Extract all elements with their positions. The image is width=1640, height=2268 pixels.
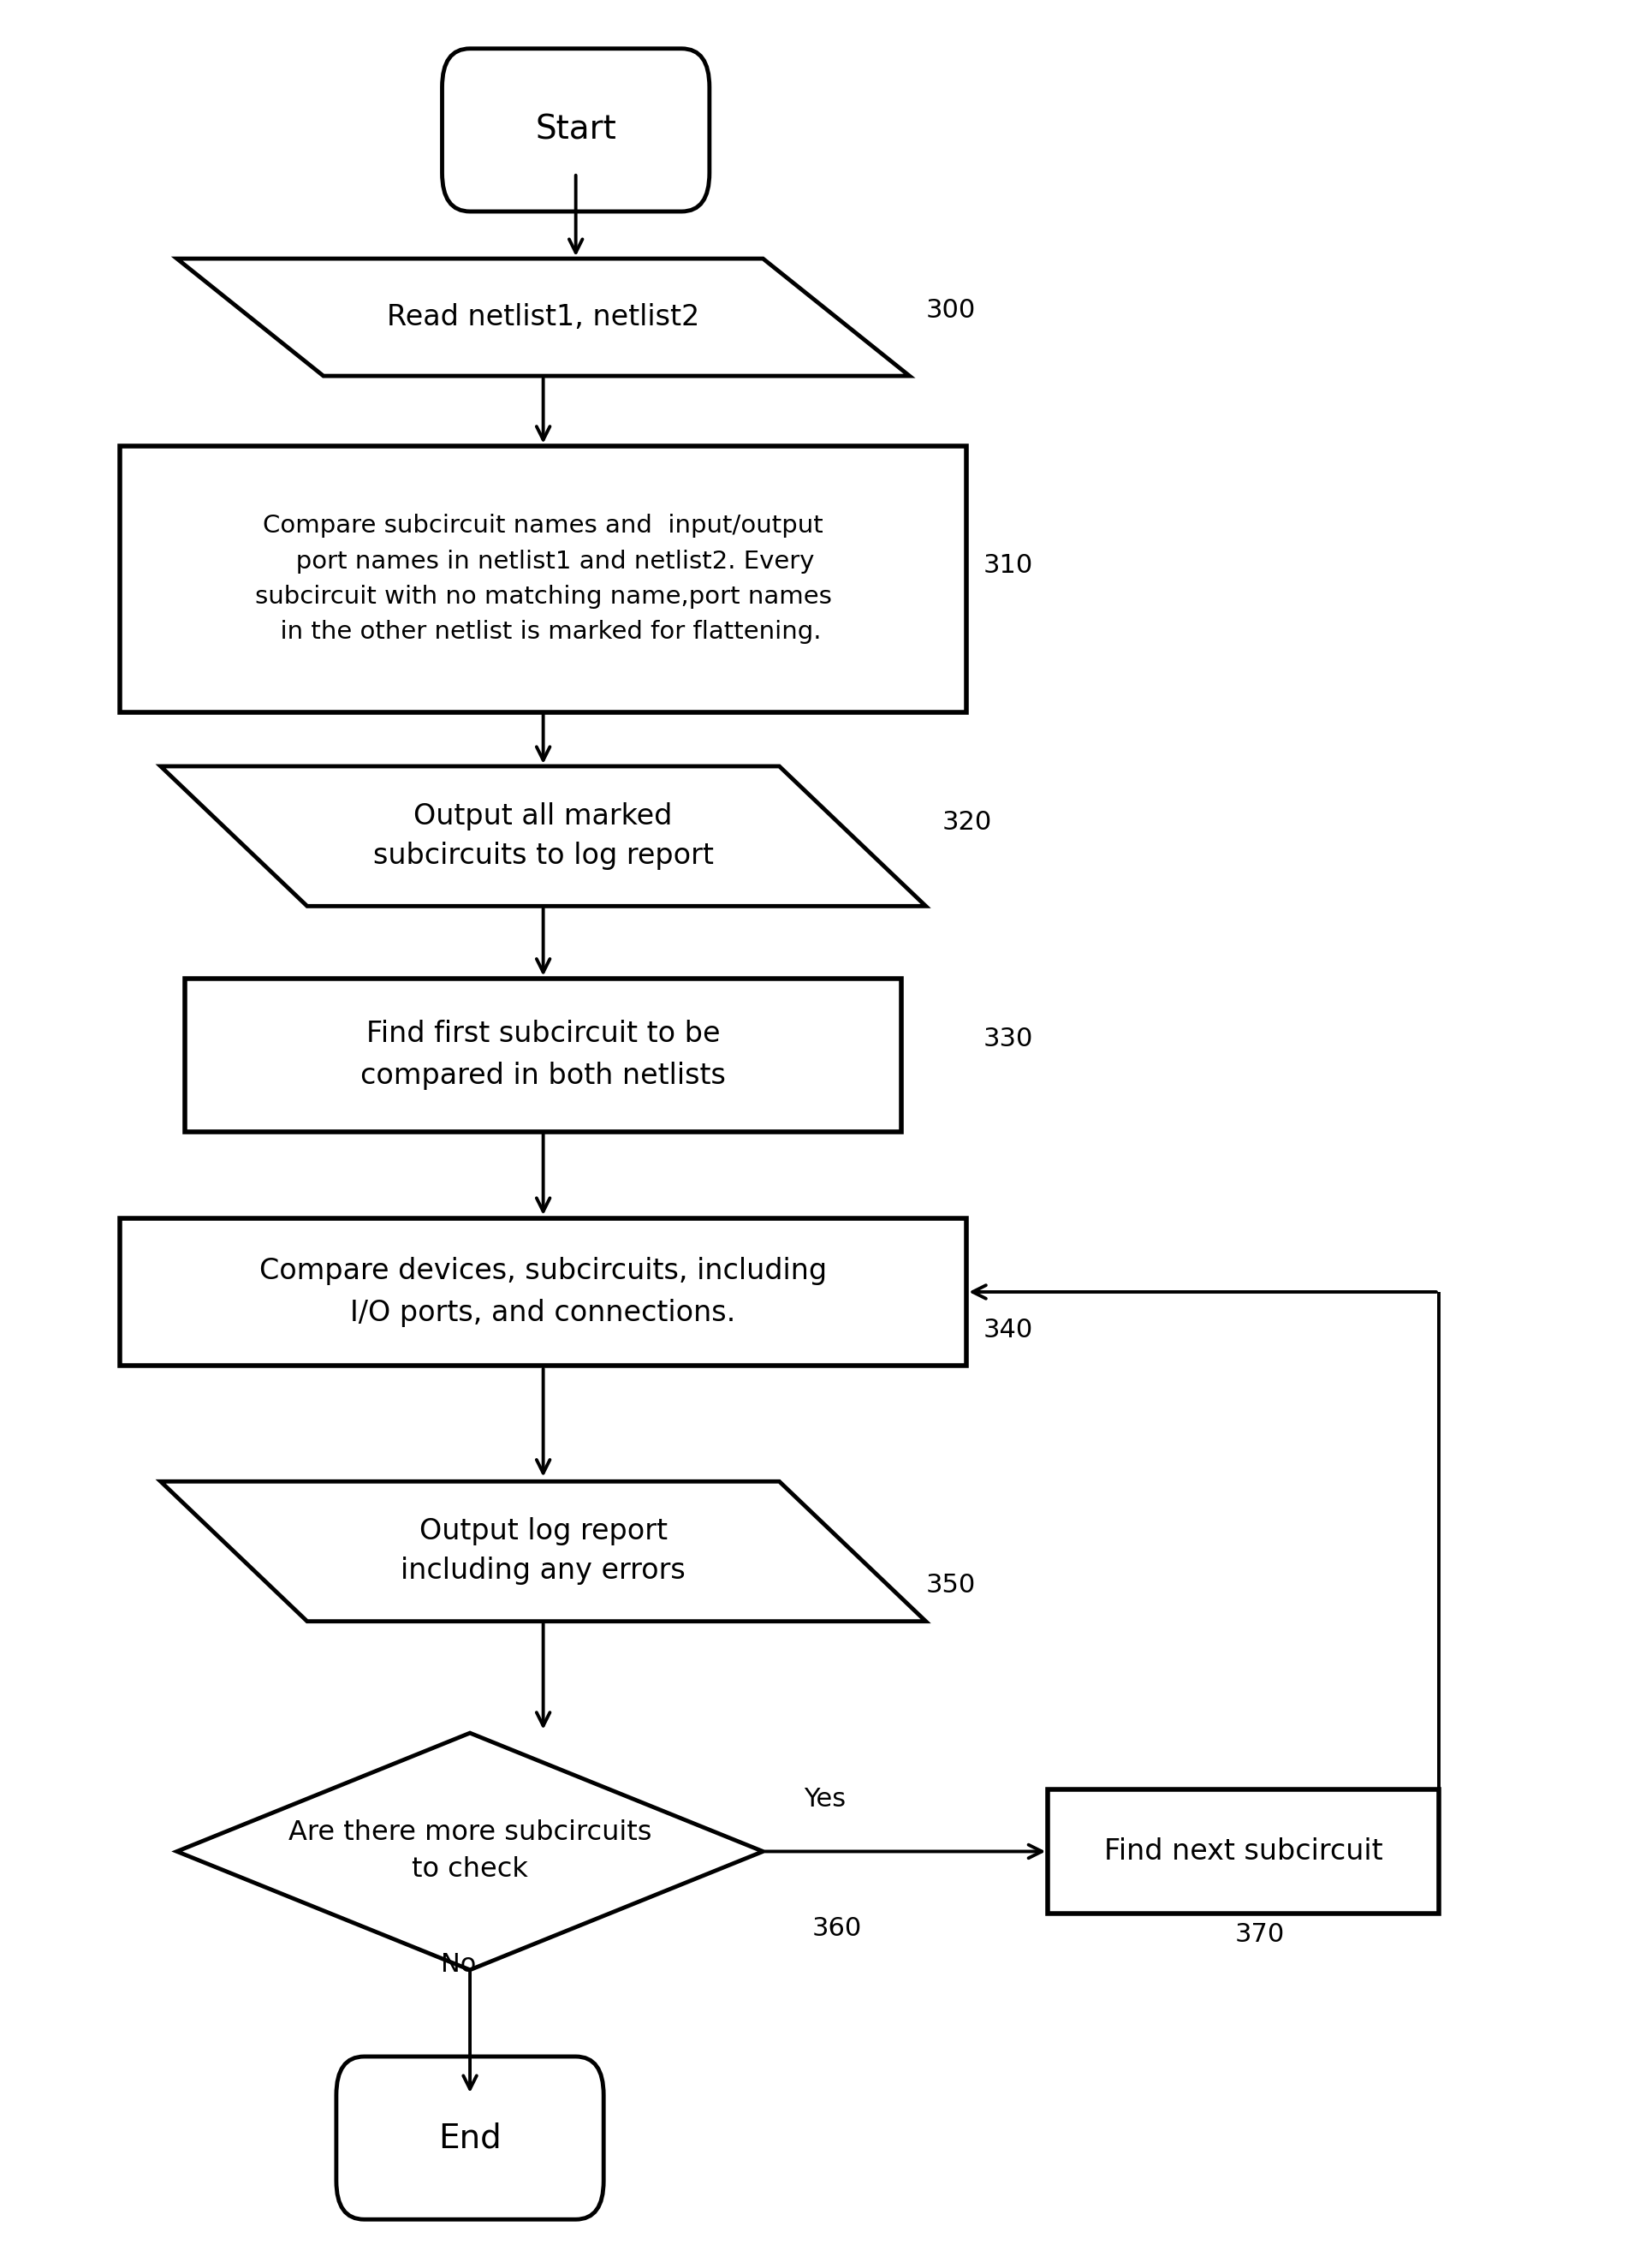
Text: Output all marked
subcircuits to log report: Output all marked subcircuits to log rep… [372,803,713,871]
Text: 360: 360 [812,1916,861,1941]
Text: 370: 370 [1235,1923,1286,1948]
Text: Start: Start [535,113,617,147]
Bar [1048,1789,1438,1914]
Text: Read netlist1, netlist2: Read netlist1, netlist2 [387,304,700,331]
Text: 300: 300 [927,297,976,322]
Text: 350: 350 [927,1572,976,1597]
Polygon shape [161,1481,927,1622]
Text: Compare subcircuit names and  input/output
   port names in netlist1 and netlist: Compare subcircuit names and input/outpu… [254,515,831,644]
Text: 330: 330 [982,1027,1033,1052]
Text: 320: 320 [941,810,992,835]
Text: No: No [441,1953,476,1978]
Polygon shape [177,259,910,376]
Text: Output log report
including any errors: Output log report including any errors [400,1517,686,1585]
Bar [120,447,966,712]
Text: 310: 310 [982,553,1033,578]
Text: Find first subcircuit to be
compared in both netlists: Find first subcircuit to be compared in … [361,1021,727,1091]
FancyBboxPatch shape [443,48,710,211]
Bar [120,1218,966,1365]
Text: 340: 340 [982,1318,1033,1343]
FancyBboxPatch shape [336,2057,604,2220]
Text: Yes: Yes [804,1787,846,1812]
Text: End: End [438,2121,502,2155]
Polygon shape [177,1733,763,1971]
Text: Compare devices, subcircuits, including
I/O ports, and connections.: Compare devices, subcircuits, including … [259,1256,827,1327]
Polygon shape [161,767,927,907]
Bar [185,978,902,1132]
Text: Are there more subcircuits
to check: Are there more subcircuits to check [289,1819,651,1882]
Text: Find next subcircuit: Find next subcircuit [1104,1837,1383,1867]
